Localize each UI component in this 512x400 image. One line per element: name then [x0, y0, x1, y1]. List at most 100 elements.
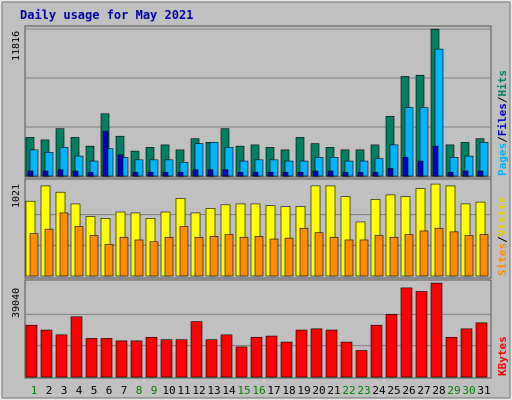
bar-files	[254, 159, 264, 177]
bar-files	[29, 149, 39, 177]
bar-pages	[297, 171, 304, 177]
bar-files	[179, 162, 189, 177]
bars-hits-group	[25, 28, 490, 177]
bar-pages	[267, 171, 274, 177]
panel-hits-ymax: 11816	[11, 31, 22, 61]
bar-kbytes	[250, 336, 263, 378]
bar-kbytes	[415, 291, 428, 378]
bar-sites	[119, 236, 129, 277]
ylabel-pages: Pages	[496, 143, 509, 176]
bar-kbytes	[370, 324, 383, 378]
x-tick-label: 29	[447, 384, 460, 397]
bar-kbytes	[115, 340, 128, 378]
bar-sites	[224, 234, 234, 277]
bar-sites	[164, 236, 174, 277]
bar-sites	[404, 234, 414, 277]
bar-sites	[59, 212, 69, 277]
bar-kbytes	[310, 328, 323, 378]
bar-pages	[417, 160, 424, 177]
panel-hits: 11816 Pages/Files/Hits	[11, 25, 509, 178]
bar-kbytes	[265, 335, 278, 378]
x-tick-label: 6	[106, 384, 113, 397]
bar-kbytes	[355, 350, 368, 378]
bar-files	[224, 147, 234, 177]
bar-sites	[89, 235, 99, 277]
bar-pages	[222, 169, 229, 177]
x-tick-label: 10	[162, 384, 175, 397]
bar-pages	[237, 171, 244, 177]
bar-files	[359, 160, 369, 177]
bar-files	[299, 160, 309, 177]
x-tick-label: 31	[477, 384, 490, 397]
bar-kbytes	[55, 334, 68, 378]
bar-pages	[147, 171, 154, 177]
bar-kbytes	[295, 329, 308, 378]
bar-sites	[449, 231, 459, 277]
bar-sites	[269, 238, 279, 277]
x-tick-label: 27	[417, 384, 430, 397]
bar-pages	[477, 170, 484, 177]
bar-files	[44, 152, 54, 177]
bar-kbytes	[430, 282, 443, 378]
bar-files	[194, 143, 204, 177]
bar-sites	[434, 227, 444, 277]
bar-sites	[239, 236, 249, 277]
bar-sites	[389, 236, 399, 277]
bar-pages	[402, 157, 409, 177]
bar-kbytes	[100, 338, 113, 378]
bar-files	[479, 142, 489, 177]
bar-pages	[72, 170, 79, 177]
x-tick-label: 15	[237, 384, 250, 397]
bar-sites	[344, 239, 354, 277]
bar-kbytes	[445, 336, 458, 378]
bar-files	[419, 107, 429, 177]
x-tick-label: 17	[267, 384, 280, 397]
bar-pages	[57, 169, 64, 177]
x-tick-label: 13	[207, 384, 220, 397]
bar-files	[284, 160, 294, 177]
bar-pages	[162, 171, 169, 177]
bar-sites	[29, 233, 39, 277]
bar-kbytes	[145, 336, 158, 378]
bar-pages	[102, 130, 109, 177]
x-tick-label: 19	[297, 384, 310, 397]
bar-pages	[27, 170, 34, 177]
x-tick-label: 4	[76, 384, 83, 397]
bar-sites	[254, 236, 264, 277]
x-tick-label: 21	[327, 384, 340, 397]
bar-files	[149, 159, 159, 177]
bar-files	[464, 155, 474, 177]
bars-visits-group	[25, 183, 490, 277]
bar-kbytes	[130, 340, 143, 378]
bar-pages	[87, 171, 94, 177]
bar-pages	[42, 170, 49, 177]
bar-pages	[357, 171, 364, 177]
x-tick-label: 9	[151, 384, 158, 397]
x-tick-label: 11	[177, 384, 190, 397]
ylabel-kbytes: KBytes	[496, 336, 509, 376]
bar-sites	[104, 244, 114, 277]
bar-files	[269, 159, 279, 177]
x-tick-label: 8	[136, 384, 143, 397]
bar-files	[59, 147, 69, 177]
x-tick-label: 23	[357, 384, 370, 397]
bar-sites	[74, 226, 84, 277]
bar-sites	[329, 236, 339, 277]
panel-hits-ylabel: Pages/Files/Hits	[496, 70, 509, 176]
bar-kbytes	[400, 287, 413, 378]
ylabel-sites: Sites	[496, 243, 509, 276]
x-tick-label: 22	[342, 384, 355, 397]
bar-sites	[374, 235, 384, 277]
bar-pages	[312, 170, 319, 177]
panel-kbytes: 39040 KBytes	[11, 279, 509, 379]
bar-sites	[149, 241, 159, 277]
ylabel-hits: Hits	[496, 70, 509, 97]
x-tick-label: 28	[432, 384, 445, 397]
bar-files	[164, 159, 174, 177]
bar-sites	[479, 234, 489, 277]
bar-kbytes	[175, 339, 188, 378]
bar-kbytes	[235, 346, 248, 378]
x-tick-label: 20	[312, 384, 325, 397]
bar-files	[209, 142, 219, 177]
